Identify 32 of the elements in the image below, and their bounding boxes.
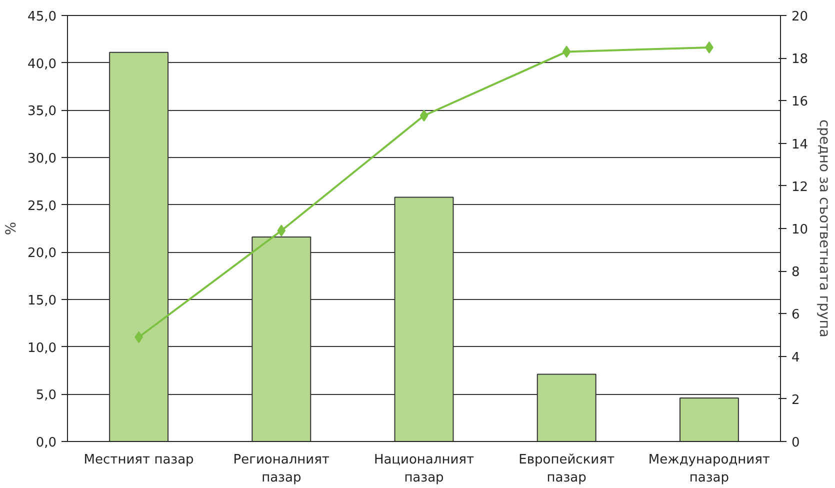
y2-tick-label: 8 — [792, 265, 800, 280]
y2-axis-title: средно за съответната група — [816, 119, 832, 338]
y2-tick-label: 14 — [792, 137, 808, 152]
point — [420, 110, 428, 122]
point — [277, 224, 286, 237]
y2-tick-label: 0 — [792, 436, 800, 450]
x-tick-label: Международният пазар — [648, 452, 770, 486]
y2-tick-label: 2 — [792, 392, 800, 408]
y2-tick-label: 16 — [792, 94, 808, 110]
y2-tick-label: 12 — [792, 180, 808, 195]
bar — [679, 397, 739, 442]
y-tick-label: 5,0 — [36, 388, 57, 404]
y2-tick-label: 10 — [792, 222, 808, 238]
y-tick-label: 20,0 — [28, 246, 57, 262]
y-tick-label: 30,0 — [28, 152, 57, 166]
y-tick-label: 40,0 — [28, 56, 57, 72]
x-tick-label: Регионалният пазар — [233, 452, 330, 486]
y-tick-label: 45,0 — [28, 10, 57, 24]
y2-tick-label: 6 — [792, 308, 800, 323]
y-tick-label: 0,0 — [36, 436, 57, 450]
y-tick-label: 35,0 — [28, 104, 57, 120]
point — [562, 46, 571, 58]
y-tick-label: 15,0 — [28, 294, 57, 308]
y2-tick-label: 20 — [792, 10, 808, 24]
x-tick-label: Националният пазар — [374, 452, 474, 486]
y-tick-label: 10,0 — [28, 340, 57, 356]
y-axis-title: % — [4, 222, 20, 236]
y-tick-label: 25,0 — [28, 198, 57, 214]
x-tick-label: Местният пазар — [84, 452, 194, 468]
y2-tick-label: 18 — [792, 52, 808, 68]
x-tick-label: Европейският пазар — [518, 452, 615, 486]
y2-tick-label: 4 — [792, 350, 800, 366]
